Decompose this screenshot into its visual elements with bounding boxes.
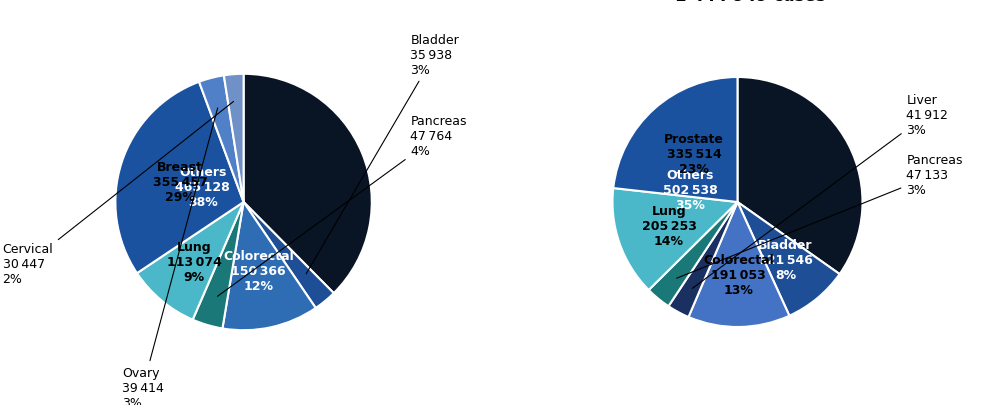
Text: Others
502 538
35%: Others 502 538 35% (663, 168, 717, 211)
Text: Pancreas
47 133
3%: Pancreas 47 133 3% (677, 153, 963, 279)
Text: Breast
355 457
29%: Breast 355 457 29% (153, 160, 208, 203)
Wedge shape (244, 75, 372, 293)
Wedge shape (224, 75, 244, 202)
Wedge shape (244, 202, 334, 308)
Wedge shape (199, 76, 244, 202)
Text: Pancreas
47 764
4%: Pancreas 47 764 4% (218, 115, 467, 296)
Wedge shape (613, 189, 738, 290)
Text: Others
465 128
38%: Others 465 128 38% (175, 166, 230, 209)
Wedge shape (688, 202, 789, 327)
Wedge shape (649, 202, 738, 307)
Text: Lung
205 253
14%: Lung 205 253 14% (642, 205, 696, 248)
Wedge shape (668, 202, 738, 317)
Text: Ovary
39 414
3%: Ovary 39 414 3% (122, 109, 218, 405)
Wedge shape (738, 202, 840, 316)
Title: Men
1 444 949 cases: Men 1 444 949 cases (675, 0, 825, 5)
Text: Liver
41 912
3%: Liver 41 912 3% (692, 94, 948, 289)
Text: Bladder
121 546
8%: Bladder 121 546 8% (758, 239, 813, 281)
Wedge shape (137, 202, 244, 320)
Text: Colorectal
150 366
12%: Colorectal 150 366 12% (223, 250, 294, 293)
Wedge shape (193, 202, 244, 328)
Wedge shape (737, 78, 862, 274)
Text: Colorectal
191 053
13%: Colorectal 191 053 13% (703, 254, 774, 296)
Wedge shape (613, 78, 738, 202)
Text: Prostate
335 514
23%: Prostate 335 514 23% (664, 133, 724, 176)
Wedge shape (115, 83, 244, 273)
Text: Cervical
30 447
2%: Cervical 30 447 2% (3, 102, 233, 286)
Text: Lung
113 074
9%: Lung 113 074 9% (167, 240, 222, 283)
Text: Bladder
35 938
3%: Bladder 35 938 3% (306, 34, 459, 274)
Wedge shape (222, 202, 316, 330)
